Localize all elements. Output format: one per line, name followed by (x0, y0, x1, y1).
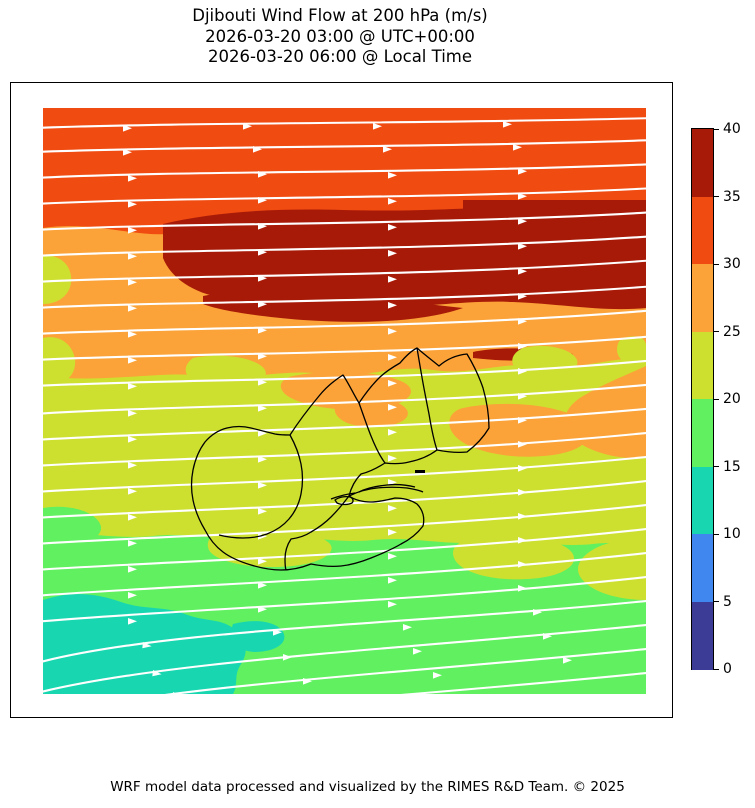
colorbar-tick-line (714, 263, 719, 265)
colorbar-tick-line (714, 331, 719, 332)
streamline-layer (43, 117, 646, 694)
colorbar-band-35-40 (692, 129, 713, 198)
colorbar-tick-line (714, 601, 719, 602)
map-axes-frame: R E G I O N A L M H E W S RIMES (10, 82, 673, 718)
colorbar-tick-label: 20 (723, 391, 741, 407)
djibouti-country-outline (190, 347, 490, 571)
colorbar-tick-line (714, 466, 719, 467)
title-line-local-time: 2026-03-20 06:00 @ Local Time (207, 47, 473, 66)
colorbar-tick-label: 10 (723, 526, 741, 542)
colorbar-band-10-15 (692, 466, 713, 535)
colorbar-band-30-35 (692, 196, 713, 265)
wind-speed-colorbar (691, 128, 714, 670)
colorbar-tick-label: 5 (723, 593, 732, 610)
colorbar-band-0-5 (692, 601, 713, 670)
colorbar-tick-line (714, 128, 719, 130)
colorbar-band-25-30 (692, 264, 713, 333)
colorbar-tick-label: 25 (723, 323, 741, 340)
wind-speed-map (43, 108, 646, 694)
colorbar-tick-label: 40 (723, 121, 741, 137)
colorbar-tick-line (714, 533, 719, 535)
colorbar-tick-line (714, 196, 719, 197)
colorbar-tick-line (714, 668, 719, 670)
title-line-utc-time: 2026-03-20 03:00 @ UTC+00:00 (205, 26, 475, 46)
colorbar-tick-label: 15 (723, 458, 741, 475)
colorbar-tick-line (714, 398, 719, 400)
footer-credit: WRF model data processed and visualized … (110, 779, 625, 795)
colorbar-band-15-20 (692, 399, 713, 468)
colorbar-band-5-10 (692, 534, 713, 603)
contour-fill-layer (43, 108, 646, 694)
colorbar-tick-label: 0 (723, 661, 732, 677)
title-line-variable: Djibouti Wind Flow at 200 hPa (m/s) (192, 6, 488, 25)
colorbar-band-20-25 (692, 331, 713, 400)
colorbar-tick-label: 35 (723, 188, 741, 205)
page-title: Djibouti Wind Flow at 200 hPa (m/s) 2026… (0, 6, 680, 68)
streamline-barbs (123, 121, 572, 694)
colorbar-tick-label: 30 (723, 256, 741, 272)
